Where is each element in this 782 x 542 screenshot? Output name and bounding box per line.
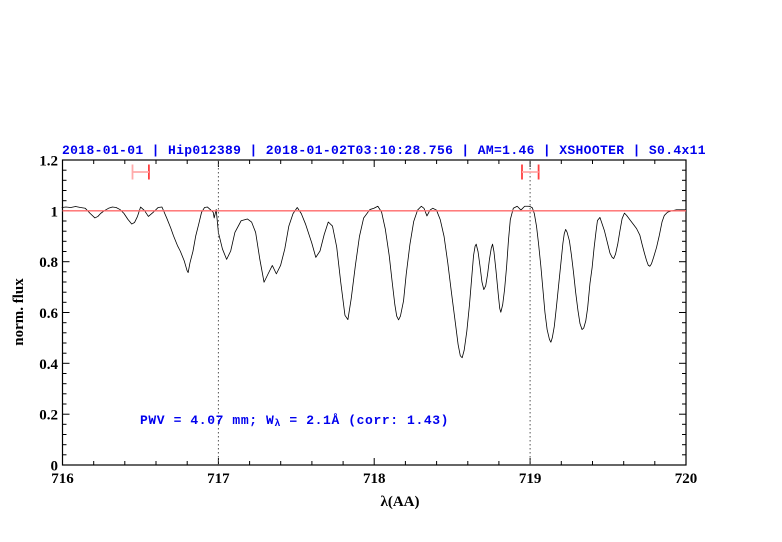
svg-text:0.4: 0.4 [39,357,58,373]
svg-text:norm. flux: norm. flux [11,278,27,346]
svg-text:0.2: 0.2 [39,408,58,424]
svg-text:0.8: 0.8 [39,255,58,271]
svg-text:720: 720 [675,471,698,487]
svg-text:λ(AA): λ(AA) [380,494,419,510]
svg-text:1: 1 [51,204,59,220]
svg-text:PWV = 4.07 mm; Wλ = 2.1Å (corr: PWV = 4.07 mm; Wλ = 2.1Å (corr: 1.43) [140,413,449,430]
svg-text:718: 718 [363,471,386,487]
svg-text:719: 719 [519,471,542,487]
svg-text:717: 717 [207,471,230,487]
svg-text:716: 716 [51,471,74,487]
svg-text:1.2: 1.2 [39,154,58,170]
svg-text:0.6: 0.6 [39,306,58,322]
